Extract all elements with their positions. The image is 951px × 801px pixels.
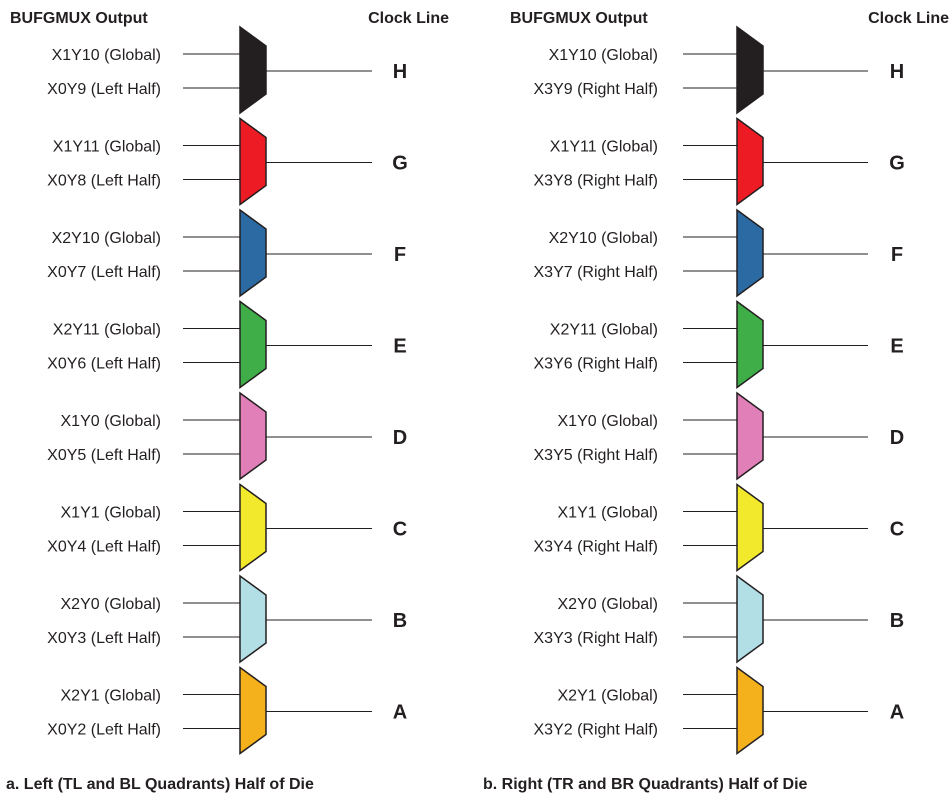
clock-line-label: A — [890, 702, 904, 724]
input-label-local: X0Y4 (Left Half) — [47, 539, 161, 556]
mux-shape — [239, 574, 267, 664]
input-label-global: X1Y0 (Global) — [61, 413, 162, 430]
mux-h: X1Y10 (Global) X3Y9 (Right Half) H — [534, 25, 904, 115]
clock-line-label: C — [890, 519, 904, 541]
input-label-local: X3Y5 (Right Half) — [534, 447, 659, 464]
input-label-local: X3Y6 (Right Half) — [534, 356, 659, 373]
mux-shape — [736, 25, 764, 115]
input-label-local: X0Y6 (Left Half) — [47, 356, 161, 373]
mux-shape — [736, 666, 764, 755]
input-label-local: X3Y4 (Right Half) — [534, 539, 659, 556]
clock-line-label: E — [393, 336, 406, 358]
clock-line-label: D — [393, 427, 407, 449]
mux-shape — [736, 117, 764, 206]
clock-line-label: G — [392, 153, 408, 175]
input-label-global: X1Y1 (Global) — [61, 505, 162, 522]
clock-line-label: F — [891, 244, 903, 266]
input-label-local: X0Y9 (Left Half) — [47, 81, 161, 98]
input-label-local: X0Y2 (Left Half) — [47, 722, 161, 739]
mux-e: X2Y11 (Global) X0Y6 (Left Half) E — [47, 300, 407, 389]
mux-b: X2Y0 (Global) X3Y3 (Right Half) B — [534, 574, 904, 664]
input-label-local: X3Y3 (Right Half) — [534, 630, 659, 647]
mux-shape — [736, 391, 764, 481]
clock-line-label: F — [394, 244, 406, 266]
input-label-global: X2Y10 (Global) — [549, 230, 658, 247]
input-label-local: X0Y8 (Left Half) — [47, 173, 161, 190]
mux-b: X2Y0 (Global) X0Y3 (Left Half) B — [47, 574, 407, 664]
input-label-global: X1Y10 (Global) — [549, 47, 658, 64]
mux-a: X2Y1 (Global) X0Y2 (Left Half) A — [47, 666, 407, 755]
mux-shape — [239, 666, 267, 755]
input-label-global: X2Y11 (Global) — [53, 322, 161, 339]
input-label-global: X2Y1 (Global) — [558, 688, 659, 705]
mux-shape — [736, 483, 764, 572]
input-label-local: X0Y3 (Left Half) — [47, 630, 161, 647]
input-label-global: X2Y1 (Global) — [61, 688, 162, 705]
clock-line-label: G — [889, 153, 905, 175]
input-label-local: X0Y7 (Left Half) — [47, 264, 161, 281]
input-label-global: X1Y11 (Global) — [550, 139, 658, 156]
mux-shape — [239, 391, 267, 481]
clock-line-label: B — [890, 610, 904, 632]
input-label-global: X1Y11 (Global) — [53, 139, 161, 156]
mux-d: X1Y0 (Global) X3Y5 (Right Half) D — [534, 391, 904, 481]
mux-f: X2Y10 (Global) X0Y7 (Left Half) F — [47, 208, 406, 298]
mux-e: X2Y11 (Global) X3Y6 (Right Half) E — [534, 300, 904, 389]
header-clock-line: Clock Line — [868, 10, 949, 27]
input-label-local: X3Y2 (Right Half) — [534, 722, 659, 739]
input-label-local: X0Y5 (Left Half) — [47, 447, 161, 464]
mux-h: X1Y10 (Global) X0Y9 (Left Half) H — [47, 25, 407, 115]
mux-shape — [239, 208, 267, 298]
input-label-global: X1Y1 (Global) — [558, 505, 659, 522]
clock-line-label: A — [393, 702, 407, 724]
mux-d: X1Y0 (Global) X0Y5 (Left Half) D — [47, 391, 407, 481]
input-label-local: X3Y8 (Right Half) — [534, 173, 659, 190]
panel-caption: a. Left (TL and BL Quadrants) Half of Di… — [6, 776, 314, 793]
panel-right: BUFGMUX Output Clock Line X1Y10 (Global) X3… — [483, 10, 949, 793]
header-bufgmux-output: BUFGMUX Output — [10, 10, 148, 27]
clock-line-label: H — [890, 61, 904, 83]
input-label-global: X2Y11 (Global) — [550, 322, 658, 339]
input-label-global: X2Y0 (Global) — [61, 596, 162, 613]
mux-c: X1Y1 (Global) X3Y4 (Right Half) C — [534, 483, 904, 572]
clock-line-label: C — [393, 519, 407, 541]
mux-c: X1Y1 (Global) X0Y4 (Left Half) C — [47, 483, 407, 572]
mux-f: X2Y10 (Global) X3Y7 (Right Half) F — [534, 208, 903, 298]
mux-shape — [239, 483, 267, 572]
mux-shape — [736, 300, 764, 389]
mux-g: X1Y11 (Global) X0Y8 (Left Half) G — [47, 117, 408, 206]
panel-left: BUFGMUX Output Clock Line X1Y10 (Global) X0… — [6, 10, 449, 793]
mux-g: X1Y11 (Global) X3Y8 (Right Half) G — [534, 117, 905, 206]
clock-line-label: D — [890, 427, 904, 449]
header-bufgmux-output: BUFGMUX Output — [510, 10, 648, 27]
mux-shape — [239, 300, 267, 389]
input-label-global: X1Y10 (Global) — [52, 47, 161, 64]
mux-shape — [239, 117, 267, 206]
input-label-global: X2Y0 (Global) — [558, 596, 659, 613]
mux-shape — [736, 574, 764, 664]
input-label-local: X3Y7 (Right Half) — [534, 264, 659, 281]
clock-line-label: H — [393, 61, 407, 83]
mux-shape — [736, 208, 764, 298]
input-label-global: X1Y0 (Global) — [558, 413, 659, 430]
input-label-global: X2Y10 (Global) — [52, 230, 161, 247]
clock-line-label: B — [393, 610, 407, 632]
header-clock-line: Clock Line — [368, 10, 449, 27]
input-label-local: X3Y9 (Right Half) — [534, 81, 659, 98]
mux-a: X2Y1 (Global) X3Y2 (Right Half) A — [534, 666, 904, 755]
clock-line-label: E — [890, 336, 903, 358]
panel-caption: b. Right (TR and BR Quadrants) Half of D… — [483, 776, 808, 793]
mux-shape — [239, 25, 267, 115]
